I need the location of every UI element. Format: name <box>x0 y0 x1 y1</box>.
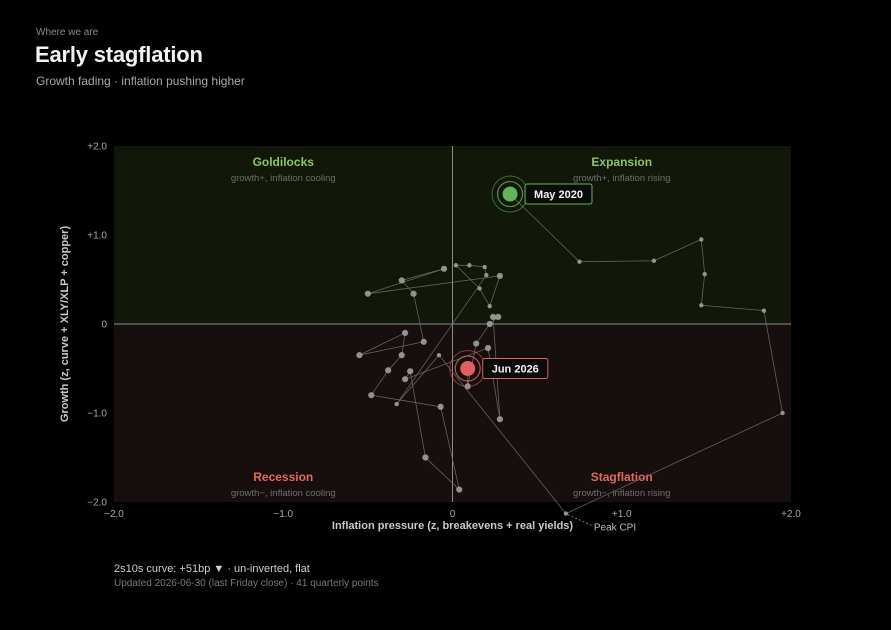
data-point <box>437 403 444 410</box>
eyebrow: Where we are <box>36 27 99 38</box>
highlight-callout: Jun 2026 <box>482 358 549 379</box>
quadrant-sublabel: growth−, inflation cooling <box>231 488 336 499</box>
quadrant-sublabel: growth+, inflation rising <box>573 173 670 184</box>
y-tick-label: +2.0 <box>87 142 107 153</box>
data-point <box>487 304 492 309</box>
highlight-point <box>460 361 476 376</box>
annotation-label: Peak CPI <box>594 523 636 534</box>
data-point <box>410 290 417 297</box>
data-point <box>495 313 502 320</box>
highlight-label: May 2020 <box>534 189 583 201</box>
x-tick-label: −2.0 <box>104 509 124 520</box>
quadrant-sublabel: growth−, inflation rising <box>573 488 670 499</box>
x-tick-label: 0 <box>450 509 456 520</box>
highlight-label-box <box>524 183 593 205</box>
data-point <box>477 286 482 291</box>
data-point <box>402 329 409 336</box>
highlight-point <box>502 186 518 202</box>
data-point <box>440 265 448 272</box>
highlight-halo-inner <box>454 355 481 382</box>
y-tick-label: −2.0 <box>87 498 107 509</box>
data-point <box>398 352 405 359</box>
data-point <box>482 264 487 270</box>
data-point <box>484 272 489 278</box>
data-point <box>577 259 582 264</box>
data-point <box>453 263 459 268</box>
data-point <box>484 344 492 352</box>
quadrant-label: Stagflation <box>591 470 653 484</box>
data-point <box>563 511 569 516</box>
y-axis-title: Growth (z, curve + XLY/XLP + copper) <box>59 226 71 423</box>
y-tick-label: −1.0 <box>87 409 107 420</box>
x-tick-label: −1.0 <box>273 509 293 520</box>
data-point <box>496 416 503 423</box>
data-point <box>496 272 503 280</box>
update-note: Updated 2026-06-30 (last Friday close) ·… <box>114 578 379 589</box>
highlight-halo-inner <box>496 180 524 208</box>
data-point <box>780 410 785 416</box>
data-point <box>356 352 363 359</box>
data-point <box>490 313 497 320</box>
data-point <box>398 277 405 284</box>
page-title: Early stagflation <box>35 42 203 67</box>
data-point <box>651 258 657 264</box>
data-point <box>436 352 442 358</box>
x-tick-label: +2.0 <box>781 509 801 520</box>
highlight-label-box <box>482 358 549 379</box>
quadrant-label: Recession <box>253 470 313 484</box>
data-point <box>473 340 480 347</box>
data-point <box>368 392 375 399</box>
data-point <box>420 338 427 345</box>
quadrant-label: Goldilocks <box>253 155 315 169</box>
data-point <box>402 376 409 383</box>
data-point <box>761 308 767 313</box>
data-point <box>364 290 371 297</box>
quadrant-sublabel: growth+, inflation cooling <box>231 173 336 184</box>
x-tick-label: +1.0 <box>612 509 632 520</box>
x-axis-title: Inflation pressure (z, breakevens + real… <box>332 520 574 532</box>
data-point <box>699 303 704 308</box>
highlight-callout: May 2020 <box>524 183 593 205</box>
data-point <box>699 237 704 242</box>
data-point <box>467 263 472 268</box>
data-point <box>702 271 707 277</box>
data-point <box>407 368 414 375</box>
data-point <box>394 401 399 407</box>
y-tick-label: 0 <box>101 320 107 331</box>
data-point <box>385 367 392 374</box>
page-subtitle: Growth fading · inflation pushing higher <box>36 74 245 88</box>
data-point <box>456 486 463 493</box>
data-point <box>486 320 493 328</box>
curve-status: 2s10s curve: +51bp ▼ · un-inverted, flat <box>114 563 310 575</box>
annotation-leader <box>567 514 593 526</box>
highlight-label: Jun 2026 <box>492 364 539 376</box>
data-point <box>422 454 429 461</box>
quadrant-label: Expansion <box>591 155 652 169</box>
y-tick-label: +1.0 <box>87 231 107 242</box>
